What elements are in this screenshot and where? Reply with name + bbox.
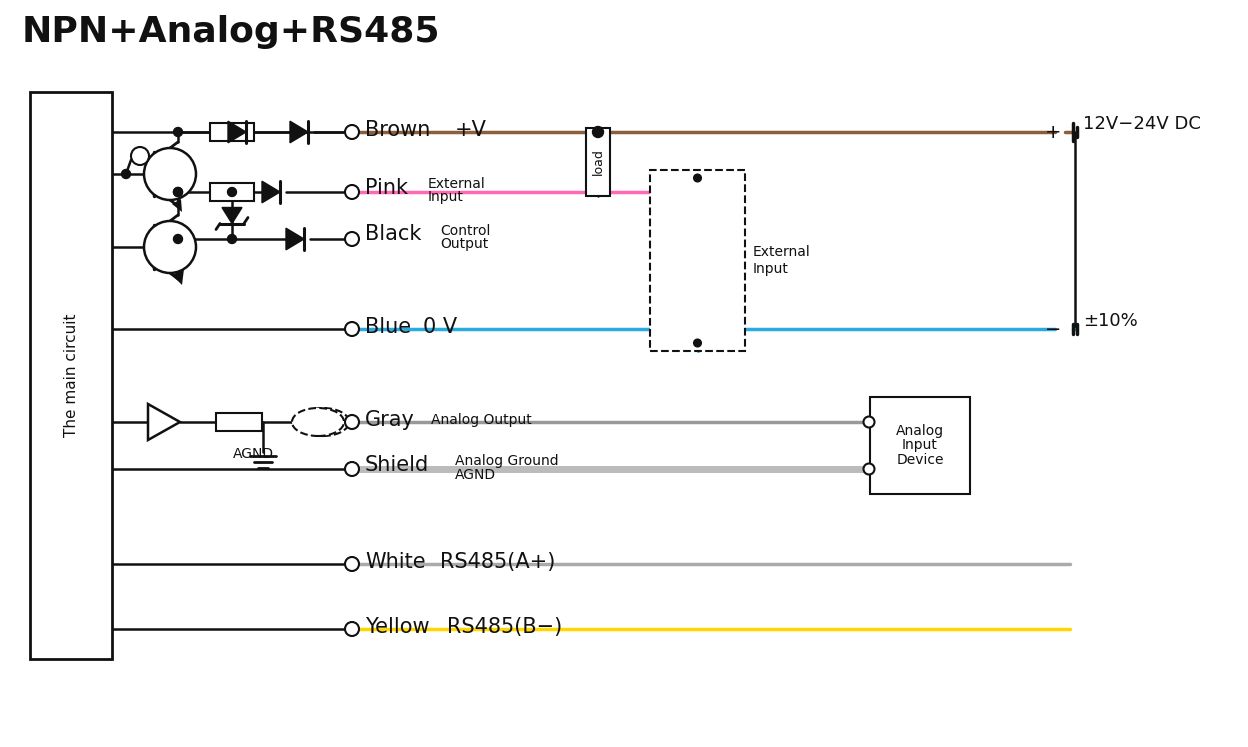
Circle shape (593, 126, 604, 137)
Ellipse shape (292, 408, 344, 436)
Text: Yellow: Yellow (364, 617, 429, 637)
Bar (650, 170, 745, 351)
Text: Input: Input (902, 438, 938, 453)
Circle shape (227, 235, 237, 244)
Text: AGND: AGND (456, 468, 497, 482)
Circle shape (144, 221, 196, 273)
Bar (587, 128, 610, 196)
Text: Pink: Pink (364, 178, 408, 198)
Text: Input: Input (753, 261, 789, 276)
Text: Analog Ground: Analog Ground (456, 454, 559, 468)
Circle shape (144, 148, 196, 200)
Circle shape (344, 232, 359, 246)
Polygon shape (290, 121, 308, 143)
Text: Gray: Gray (364, 410, 414, 430)
Circle shape (344, 322, 359, 336)
Polygon shape (286, 228, 305, 249)
Text: Black: Black (364, 224, 422, 244)
Bar (30, 92, 112, 659)
Text: 0 V: 0 V (423, 317, 457, 337)
Text: Device: Device (896, 453, 943, 466)
Polygon shape (228, 121, 246, 143)
Circle shape (173, 128, 182, 137)
Circle shape (694, 339, 701, 347)
Polygon shape (222, 208, 242, 223)
Text: NPN+Analog+RS485: NPN+Analog+RS485 (22, 15, 441, 49)
Circle shape (344, 125, 359, 139)
Text: load: load (592, 149, 604, 176)
Polygon shape (172, 269, 183, 285)
Text: ±10%: ±10% (1083, 312, 1138, 330)
Text: Control: Control (441, 224, 490, 238)
Text: Output: Output (441, 237, 488, 251)
Text: Shield: Shield (364, 455, 429, 475)
Circle shape (864, 463, 875, 474)
Text: External: External (428, 177, 485, 191)
Text: 12V−24V DC: 12V−24V DC (1083, 115, 1201, 133)
Text: The main circuit: The main circuit (64, 314, 79, 437)
Circle shape (864, 417, 875, 427)
Text: External: External (753, 246, 811, 259)
Text: Blue: Blue (364, 317, 411, 337)
Circle shape (344, 415, 359, 429)
Text: −: − (1045, 320, 1061, 338)
Text: Brown: Brown (364, 120, 431, 140)
Circle shape (227, 187, 237, 196)
Text: Analog: Analog (896, 424, 943, 438)
Circle shape (694, 175, 701, 182)
Circle shape (131, 147, 149, 165)
Circle shape (173, 235, 182, 244)
Polygon shape (149, 404, 180, 440)
Circle shape (344, 185, 359, 199)
Circle shape (344, 557, 359, 571)
Text: +V: +V (456, 120, 487, 140)
Bar (870, 397, 970, 494)
Text: White: White (364, 552, 426, 572)
Bar (216, 413, 262, 431)
Text: AGND: AGND (233, 447, 275, 461)
Circle shape (344, 622, 359, 636)
Circle shape (173, 187, 182, 196)
Circle shape (344, 462, 359, 476)
Text: Analog Output: Analog Output (431, 413, 532, 427)
Ellipse shape (297, 408, 349, 436)
Text: RS485(A+): RS485(A+) (441, 552, 555, 572)
Text: Input: Input (428, 190, 464, 204)
Circle shape (121, 170, 131, 179)
Circle shape (173, 187, 182, 196)
Bar (210, 183, 255, 201)
Polygon shape (172, 199, 182, 212)
Text: +: + (1045, 123, 1061, 141)
Bar (210, 123, 255, 141)
Text: RS485(B−): RS485(B−) (447, 617, 563, 637)
Polygon shape (262, 182, 280, 202)
